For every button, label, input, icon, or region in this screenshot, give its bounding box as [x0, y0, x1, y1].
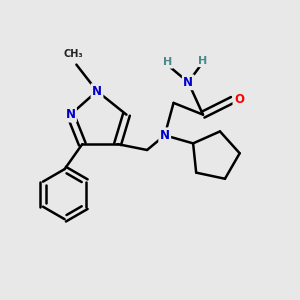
Text: O: O	[234, 93, 244, 106]
Text: H: H	[198, 56, 208, 66]
Text: N: N	[65, 108, 76, 121]
Text: H: H	[163, 57, 172, 67]
Text: CH₃: CH₃	[64, 49, 83, 59]
Text: N: N	[183, 76, 193, 89]
Text: N: N	[160, 129, 170, 142]
Text: N: N	[92, 85, 102, 98]
